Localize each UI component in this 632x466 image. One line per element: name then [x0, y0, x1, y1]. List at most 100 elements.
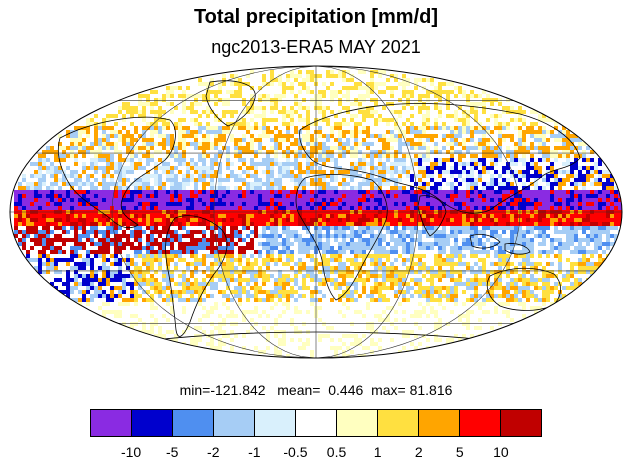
field-cell [30, 238, 34, 242]
field-cell [498, 146, 502, 150]
field-cell [490, 186, 494, 190]
field-cell [302, 126, 306, 130]
field-cell [370, 214, 374, 218]
field-cell [274, 186, 278, 190]
field-cell [306, 106, 310, 110]
field-cell [374, 154, 378, 158]
field-cell [114, 114, 118, 118]
field-cell [250, 238, 254, 242]
field-cell [518, 190, 522, 194]
field-cell [462, 270, 466, 274]
field-cell [398, 202, 402, 206]
field-cell [178, 194, 182, 198]
field-cell [542, 222, 546, 226]
field-cell [422, 106, 426, 110]
field-cell [102, 174, 106, 178]
field-cell [482, 146, 486, 150]
field-cell [486, 274, 490, 278]
field-cell [518, 146, 522, 150]
field-cell [394, 274, 398, 278]
field-cell [162, 270, 166, 274]
field-cell [254, 138, 258, 142]
field-cell [354, 142, 358, 146]
field-cell [454, 194, 458, 198]
field-cell [354, 86, 358, 90]
field-cell [430, 78, 434, 82]
field-cell [302, 274, 306, 278]
field-cell [74, 206, 78, 210]
field-cell [390, 262, 394, 266]
field-cell [214, 138, 218, 142]
field-cell [362, 118, 366, 122]
field-cell [434, 226, 438, 230]
field-cell [514, 250, 518, 254]
field-cell [326, 186, 330, 190]
field-cell [438, 218, 442, 222]
field-cell [586, 170, 590, 174]
field-cell [542, 146, 546, 150]
field-cell [206, 110, 210, 114]
field-cell [342, 262, 346, 266]
field-cell [146, 222, 150, 226]
field-cell [526, 170, 530, 174]
field-cell [570, 138, 574, 142]
field-cell [342, 170, 346, 174]
field-cell [342, 190, 346, 194]
field-cell [370, 170, 374, 174]
field-cell [426, 150, 430, 154]
field-cell [414, 174, 418, 178]
field-cell [334, 278, 338, 282]
field-cell [470, 138, 474, 142]
field-cell [418, 166, 422, 170]
field-cell [590, 238, 594, 242]
field-cell [118, 262, 122, 266]
field-cell [146, 258, 150, 262]
field-cell [346, 106, 350, 110]
field-cell [222, 194, 226, 198]
field-cell [274, 242, 278, 246]
field-cell [566, 162, 570, 166]
field-cell [490, 150, 494, 154]
field-cell [590, 202, 594, 206]
field-cell [358, 102, 362, 106]
field-cell [602, 222, 606, 226]
field-cell [326, 174, 330, 178]
field-cell [142, 254, 146, 258]
field-cell [54, 174, 58, 178]
field-cell [326, 246, 330, 250]
field-cell [386, 278, 390, 282]
field-cell [78, 198, 82, 202]
field-cell [370, 110, 374, 114]
field-cell [438, 162, 442, 166]
field-cell [114, 146, 118, 150]
field-cell [142, 186, 146, 190]
field-cell [182, 250, 186, 254]
field-cell [278, 270, 282, 274]
field-cell [478, 146, 482, 150]
field-cell [230, 90, 234, 94]
field-cell [274, 134, 278, 138]
field-cell [394, 138, 398, 142]
field-cell [498, 202, 502, 206]
field-cell [82, 166, 86, 170]
field-cell [386, 154, 390, 158]
field-cell [394, 86, 398, 90]
precipitation-field [14, 70, 622, 358]
field-cell [558, 198, 562, 202]
field-cell [126, 158, 130, 162]
field-cell [558, 246, 562, 250]
field-cell [182, 110, 186, 114]
field-cell [394, 158, 398, 162]
field-cell [598, 230, 602, 234]
field-cell [450, 258, 454, 262]
field-cell [234, 138, 238, 142]
field-cell [426, 198, 430, 202]
field-cell [522, 274, 526, 278]
field-cell [406, 270, 410, 274]
field-cell [146, 282, 150, 286]
field-cell [358, 166, 362, 170]
field-cell [474, 202, 478, 206]
field-cell [286, 230, 290, 234]
field-cell [298, 178, 302, 182]
field-cell [338, 218, 342, 222]
